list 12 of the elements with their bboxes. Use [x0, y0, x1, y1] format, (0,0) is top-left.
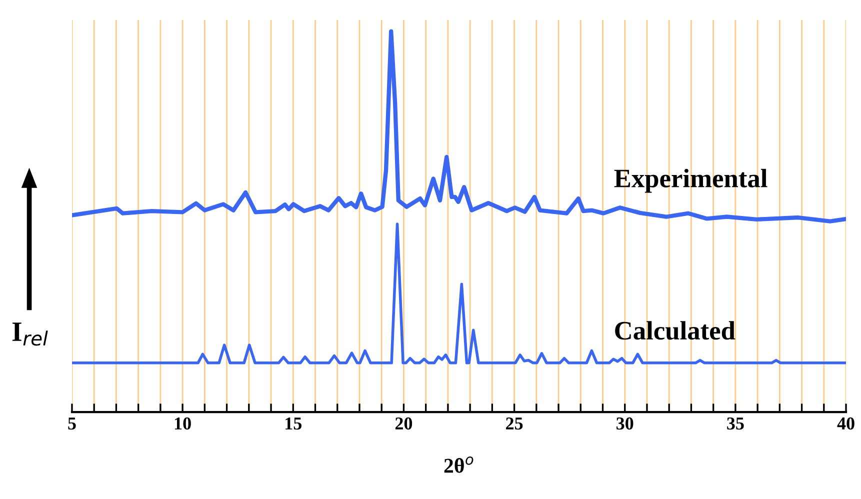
x-tick-label: 10	[174, 417, 191, 430]
x-tick-label: 5	[68, 418, 76, 430]
x-tick-label: 20	[395, 417, 412, 430]
x-tick-label: 40	[837, 417, 854, 430]
x-axis-title: 2θ$^{o}$	[444, 456, 474, 473]
y-axis-title: I$_{rel}$	[12, 322, 48, 346]
series-label: Experimental	[614, 168, 768, 193]
x-tick-label: 15	[286, 417, 302, 430]
x-tick-label: 35	[727, 417, 744, 430]
x-tick-label: 25	[506, 417, 523, 430]
series-label: Calculated	[615, 321, 736, 340]
x-tick-label: 30	[616, 417, 634, 430]
